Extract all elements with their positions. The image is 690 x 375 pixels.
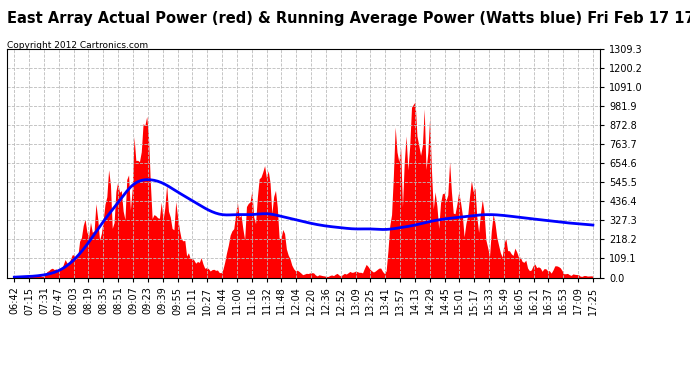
Text: East Array Actual Power (red) & Running Average Power (Watts blue) Fri Feb 17 17: East Array Actual Power (red) & Running … (7, 11, 690, 26)
Text: Copyright 2012 Cartronics.com: Copyright 2012 Cartronics.com (7, 41, 148, 50)
